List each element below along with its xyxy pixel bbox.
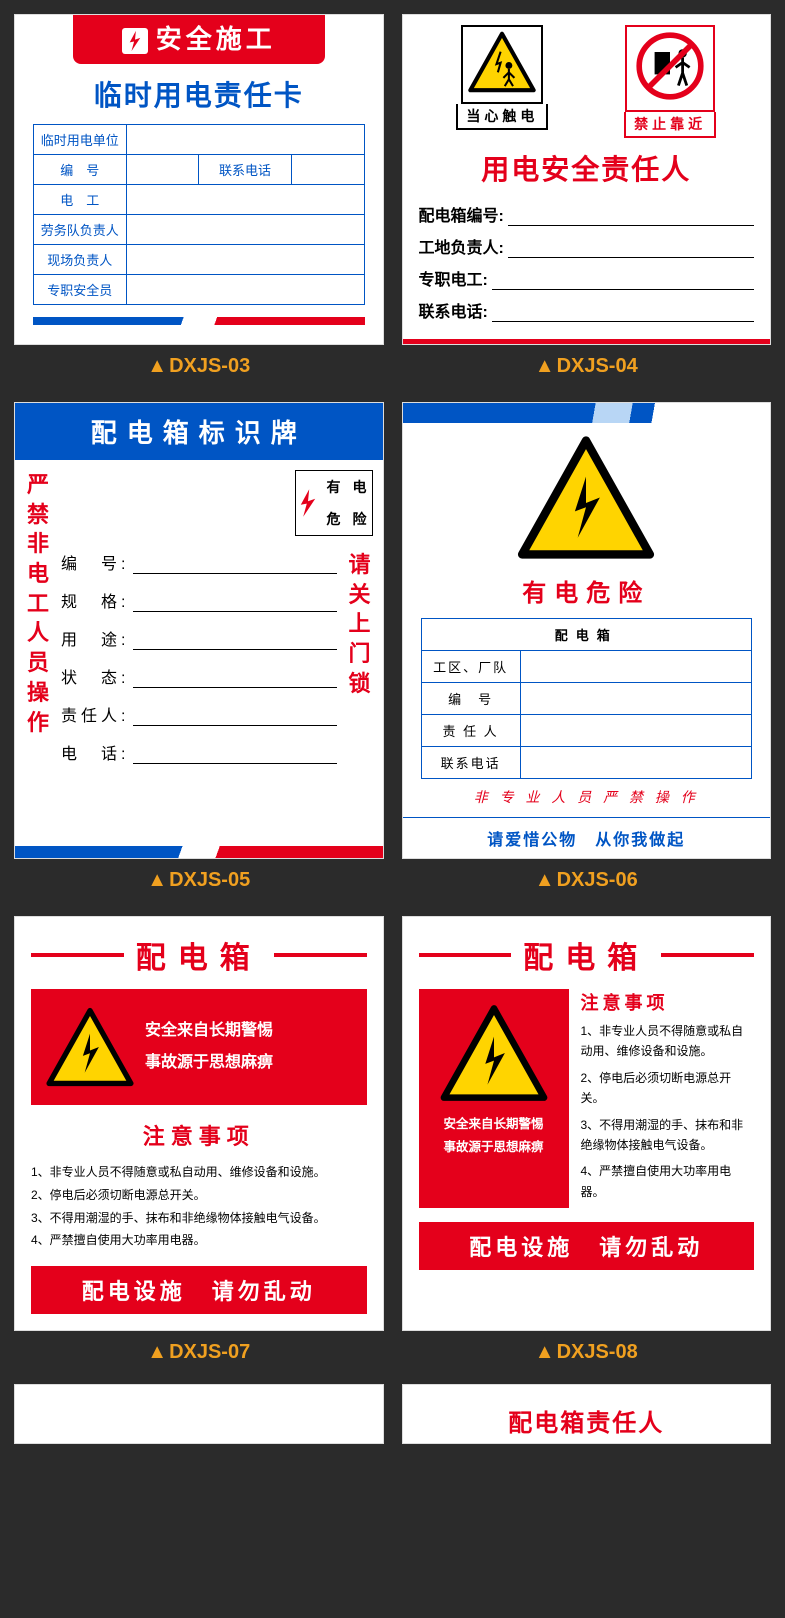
f2: 用 途: xyxy=(61,626,337,650)
f1: 规 格: xyxy=(61,588,337,612)
code-08: DXJS-08 xyxy=(402,1331,772,1370)
r1l: 编 号 xyxy=(34,155,127,185)
badge-text: 安全施工 xyxy=(156,24,276,54)
card-03: 安全施工 临时用电责任卡 临时用电单位 编 号 联系电话 电 工 劳务队负责人 现… xyxy=(14,14,384,345)
prohibit-icon xyxy=(635,31,705,101)
f3: 状 态: xyxy=(61,664,337,688)
script-line: 非 专 业 人 员 严 禁 操 作 xyxy=(421,787,753,807)
r2l: 电 工 xyxy=(34,185,127,215)
bolt-icon xyxy=(122,28,148,54)
footer: 配电设施 请勿乱动 xyxy=(419,1222,755,1270)
notice-heading: 注意事项 xyxy=(581,989,755,1015)
title-row: 配电箱 xyxy=(419,933,755,977)
card05-body: 严禁非电工人员操作 编 号: 规 格: 用 途: 状 态: 责任人: 电 话: … xyxy=(15,460,383,846)
card04-title: 用电安全责任人 xyxy=(419,148,755,188)
prohibit-box: 禁止靠近 xyxy=(624,25,716,138)
left-vcol: 严禁非电工人员操作 xyxy=(25,470,51,832)
icon-row: 当心触电 禁止靠近 xyxy=(419,25,755,138)
card-08: 配电箱 安全来自长期警惕 事故源于思想麻痹 注意事项 1、非专业人员不得随意或私… xyxy=(402,916,772,1331)
partial-left xyxy=(14,1384,384,1444)
prohibit-label: 禁止靠近 xyxy=(624,112,716,138)
cell-06: 有电危险 配电箱 工区、厂队 编 号 责 任 人 联系电话 非 专 业 人 员 … xyxy=(402,402,772,898)
thead: 配电箱 xyxy=(421,619,752,651)
cell-04: 当心触电 禁止靠近 用电安全责任人 配电箱编号: 工地负责人: 专职电工: 联系… xyxy=(402,14,772,384)
warn-triangle-icon xyxy=(516,435,656,560)
r3l: 劳务队负责人 xyxy=(34,215,127,245)
cell-08: 配电箱 安全来自长期警惕 事故源于思想麻痹 注意事项 1、非专业人员不得随意或私… xyxy=(402,916,772,1370)
partial-row: 配电箱责任人 xyxy=(0,1384,785,1444)
bottom-stripe xyxy=(403,339,771,344)
cell-05: 配电箱标识牌 严禁非电工人员操作 编 号: 规 格: 用 途: 状 态: 责任人… xyxy=(14,402,384,898)
notices: 1、非专业人员不得随意或私自动用、维修设备和设施。 2、停电后必须切断电源总开关… xyxy=(581,1021,755,1202)
footer-stripe xyxy=(33,317,365,325)
panel: 安全来自长期警惕 事故源于思想麻痹 xyxy=(419,989,569,1208)
code-06: DXJS-06 xyxy=(402,859,772,898)
r5l: 专职安全员 xyxy=(34,275,127,305)
r1r: 联系电话 xyxy=(199,155,292,185)
card-06: 有电危险 配电箱 工区、厂队 编 号 责 任 人 联系电话 非 专 业 人 员 … xyxy=(402,402,772,859)
warn-frame xyxy=(461,25,543,104)
shock-icon xyxy=(467,31,537,93)
card03-title: 临时用电责任卡 xyxy=(33,74,365,114)
card06-table: 配电箱 工区、厂队 编 号 责 任 人 联系电话 xyxy=(421,618,753,779)
panel-text: 安全来自长期警惕 事故源于思想麻痹 xyxy=(430,1113,558,1158)
right-col: 注意事项 1、非专业人员不得随意或私自动用、维修设备和设施。 2、停电后必须切断… xyxy=(581,989,755,1208)
f2: 专职电工: xyxy=(419,266,755,290)
prohibit-frame xyxy=(625,25,715,112)
partial-title: 配电箱责任人 xyxy=(403,1385,771,1438)
card05-header: 配电箱标识牌 xyxy=(15,403,383,460)
code-05: DXJS-05 xyxy=(14,859,384,898)
title: 配电箱 xyxy=(511,933,661,977)
notice-heading: 注意事项 xyxy=(31,1119,367,1151)
warn-triangle-icon xyxy=(439,1004,549,1102)
card-05: 配电箱标识牌 严禁非电工人员操作 编 号: 规 格: 用 途: 状 态: 责任人… xyxy=(14,402,384,859)
slogan: 请爱惜公物 从你我做起 xyxy=(403,817,771,858)
warn-box: 当心触电 xyxy=(456,25,548,138)
code-03: DXJS-03 xyxy=(14,345,384,384)
card-04: 当心触电 禁止靠近 用电安全责任人 配电箱编号: 工地负责人: 专职电工: 联系… xyxy=(402,14,772,345)
warn-grid: 有 电 危 险 xyxy=(295,470,373,536)
f0: 配电箱编号: xyxy=(419,202,755,226)
code-04: DXJS-04 xyxy=(402,345,772,384)
cell-07: 配电箱 安全来自长期警惕 事故源于思想麻痹 注意事项 1、非专业人员不得随意或私… xyxy=(14,916,384,1370)
fields: 配电箱编号: 工地负责人: 专职电工: 联系电话: xyxy=(419,202,755,322)
r0l: 临时用电单位 xyxy=(34,125,127,155)
f0: 编 号: xyxy=(61,550,337,574)
title-row: 配电箱 xyxy=(31,933,367,977)
warn-label: 当心触电 xyxy=(456,104,548,130)
panel-text: 安全来自长期警惕 事故源于思想麻痹 xyxy=(145,1015,273,1079)
notices: 1、非专业人员不得随意或私自动用、维修设备和设施。 2、停电后必须切断电源总开关… xyxy=(31,1161,367,1252)
badge: 安全施工 xyxy=(73,15,325,64)
top-stripe xyxy=(403,403,771,423)
card06-body: 有电危险 配电箱 工区、厂队 编 号 责 任 人 联系电话 非 专 业 人 员 … xyxy=(403,423,771,817)
partial-right: 配电箱责任人 xyxy=(402,1384,772,1444)
f4: 责任人: xyxy=(61,702,337,726)
f5: 电 话: xyxy=(61,740,337,764)
f1: 工地负责人: xyxy=(419,234,755,258)
f3: 联系电话: xyxy=(419,298,755,322)
footer-stripe xyxy=(15,846,383,858)
r4l: 现场负责人 xyxy=(34,245,127,275)
warn-triangle-icon xyxy=(45,1007,135,1087)
code-07: DXJS-07 xyxy=(14,1331,384,1370)
card03-table: 临时用电单位 编 号 联系电话 电 工 劳务队负责人 现场负责人 专职安全员 xyxy=(33,124,365,305)
row: 安全来自长期警惕 事故源于思想麻痹 注意事项 1、非专业人员不得随意或私自动用、… xyxy=(419,989,755,1208)
title: 配电箱 xyxy=(124,933,274,977)
bolt-icon xyxy=(296,471,320,535)
sign-grid: 安全施工 临时用电责任卡 临时用电单位 编 号 联系电话 电 工 劳务队负责人 现… xyxy=(0,0,785,1384)
panel: 安全来自长期警惕 事故源于思想麻痹 xyxy=(31,989,367,1105)
card-07: 配电箱 安全来自长期警惕 事故源于思想麻痹 注意事项 1、非专业人员不得随意或私… xyxy=(14,916,384,1331)
cell-03: 安全施工 临时用电责任卡 临时用电单位 编 号 联系电话 电 工 劳务队负责人 现… xyxy=(14,14,384,384)
danger-title: 有电危险 xyxy=(421,573,753,608)
footer: 配电设施 请勿乱动 xyxy=(31,1266,367,1314)
